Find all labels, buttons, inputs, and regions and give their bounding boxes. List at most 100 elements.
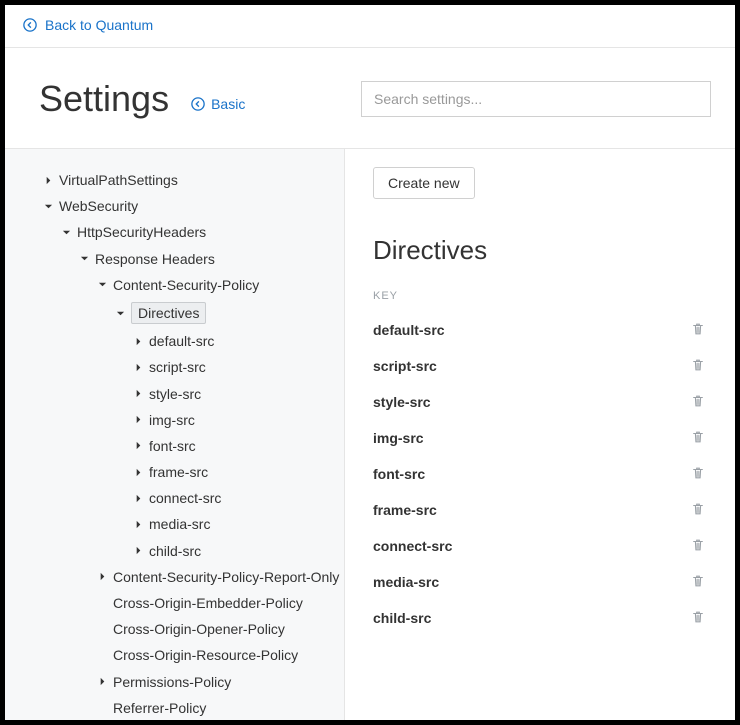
tree-item-label: Content-Security-Policy: [113, 276, 259, 294]
basic-link-label: Basic: [211, 96, 245, 112]
trash-icon[interactable]: [691, 574, 707, 590]
directive-row: style-src: [373, 384, 707, 420]
tree-item-label: media-src: [149, 515, 210, 533]
tree-item[interactable]: connect-src: [131, 485, 336, 511]
caret-right-icon: [131, 491, 145, 505]
caret-right-icon: [131, 413, 145, 427]
tree-item[interactable]: img-src: [131, 407, 336, 433]
caret-right-icon: [131, 465, 145, 479]
tree-item-label: HttpSecurityHeaders: [77, 223, 206, 241]
caret-right-icon: [41, 173, 55, 187]
search-input[interactable]: [361, 81, 711, 117]
caret-down-icon: [59, 225, 73, 239]
directive-row: font-src: [373, 456, 707, 492]
tree-item[interactable]: Response Headers: [77, 246, 336, 272]
caret-down-icon: [41, 199, 55, 213]
trash-icon[interactable]: [691, 322, 707, 338]
tree-item[interactable]: Cross-Origin-Opener-Policy: [95, 616, 336, 642]
caret-right-icon: [131, 387, 145, 401]
back-arrow-icon: [23, 18, 37, 32]
trash-icon[interactable]: [691, 610, 707, 626]
tree-item-label: font-src: [149, 437, 196, 455]
tree-item[interactable]: default-src: [131, 328, 336, 354]
key-column-header: KEY: [373, 290, 707, 302]
caret-right-icon: [131, 518, 145, 532]
section-title: Directives: [373, 235, 707, 266]
basic-arrow-icon: [191, 97, 205, 111]
tree-item-label: Referrer-Policy: [113, 699, 206, 717]
topbar: Back to Quantum: [5, 5, 735, 48]
body: VirtualPathSettings WebSecurity HttpSecuri…: [5, 149, 735, 720]
directive-name[interactable]: default-src: [373, 322, 445, 338]
tree-item[interactable]: frame-src: [131, 459, 336, 485]
tree-item-label: style-src: [149, 385, 201, 403]
tree-item-label: Permissions-Policy: [113, 673, 231, 691]
tree-item-label: Cross-Origin-Embedder-Policy: [113, 594, 303, 612]
tree-item[interactable]: font-src: [131, 433, 336, 459]
caret-right-icon: [131, 334, 145, 348]
tree-item[interactable]: WebSecurity: [41, 193, 336, 219]
caret-right-icon: [95, 675, 109, 689]
directive-name[interactable]: connect-src: [373, 538, 452, 554]
tree-item[interactable]: Content-Security-Policy-Report-Only: [95, 564, 336, 590]
directive-name[interactable]: img-src: [373, 430, 424, 446]
tree-item-label: child-src: [149, 542, 201, 560]
tree-item-label: img-src: [149, 411, 195, 429]
caret-down-icon: [113, 306, 127, 320]
tree-item-label: default-src: [149, 332, 214, 350]
back-link[interactable]: Back to Quantum: [23, 17, 153, 33]
caret-down-icon: [77, 252, 91, 266]
trash-icon[interactable]: [691, 358, 707, 374]
header: Settings Basic: [5, 48, 735, 149]
directive-row: img-src: [373, 420, 707, 456]
directive-name[interactable]: frame-src: [373, 502, 437, 518]
tree-item-label: VirtualPathSettings: [59, 171, 178, 189]
tree-item-label: frame-src: [149, 463, 208, 481]
trash-icon[interactable]: [691, 466, 707, 482]
directive-row: connect-src: [373, 528, 707, 564]
caret-right-icon: [131, 544, 145, 558]
back-link-label: Back to Quantum: [45, 17, 153, 33]
directive-row: child-src: [373, 600, 707, 636]
tree-item[interactable]: HttpSecurityHeaders: [59, 219, 336, 245]
tree-item[interactable]: style-src: [131, 381, 336, 407]
directive-row: frame-src: [373, 492, 707, 528]
tree-item-label: Cross-Origin-Resource-Policy: [113, 646, 298, 664]
directive-name[interactable]: style-src: [373, 394, 431, 410]
tree-item[interactable]: Directives: [113, 298, 336, 328]
create-new-button[interactable]: Create new: [373, 167, 475, 199]
tree-item[interactable]: media-src: [131, 511, 336, 537]
directive-row: media-src: [373, 564, 707, 600]
trash-icon[interactable]: [691, 538, 707, 554]
tree-item[interactable]: Permissions-Policy: [95, 669, 336, 695]
directive-name[interactable]: script-src: [373, 358, 437, 374]
caret-down-icon: [95, 278, 109, 292]
tree-item[interactable]: Cross-Origin-Resource-Policy: [95, 642, 336, 668]
tree-item[interactable]: script-src: [131, 354, 336, 380]
tree-item[interactable]: Referrer-Policy: [95, 695, 336, 720]
caret-right-icon: [131, 360, 145, 374]
caret-right-icon: [95, 570, 109, 584]
basic-link[interactable]: Basic: [191, 96, 245, 112]
tree-item-label: Response Headers: [95, 250, 215, 268]
main-panel: Create new Directives KEY default-src scr…: [345, 149, 735, 720]
directive-list: default-src script-src style-src img-src fon…: [373, 312, 707, 636]
trash-icon[interactable]: [691, 430, 707, 446]
tree-item[interactable]: VirtualPathSettings: [41, 167, 336, 193]
caret-right-icon: [131, 439, 145, 453]
directive-name[interactable]: media-src: [373, 574, 439, 590]
trash-icon[interactable]: [691, 394, 707, 410]
tree-item[interactable]: Cross-Origin-Embedder-Policy: [95, 590, 336, 616]
directive-name[interactable]: font-src: [373, 466, 425, 482]
tree-item-label: WebSecurity: [59, 197, 138, 215]
sidebar-tree: VirtualPathSettings WebSecurity HttpSecuri…: [5, 149, 345, 720]
tree-item-label: Directives: [131, 302, 206, 324]
tree-item[interactable]: child-src: [131, 538, 336, 564]
directive-row: default-src: [373, 312, 707, 348]
page-title: Settings: [39, 78, 169, 120]
tree-item-label: Content-Security-Policy-Report-Only: [113, 568, 339, 586]
trash-icon[interactable]: [691, 502, 707, 518]
directive-name[interactable]: child-src: [373, 610, 431, 626]
tree-item[interactable]: Content-Security-Policy: [95, 272, 336, 298]
tree-item-label: script-src: [149, 358, 206, 376]
